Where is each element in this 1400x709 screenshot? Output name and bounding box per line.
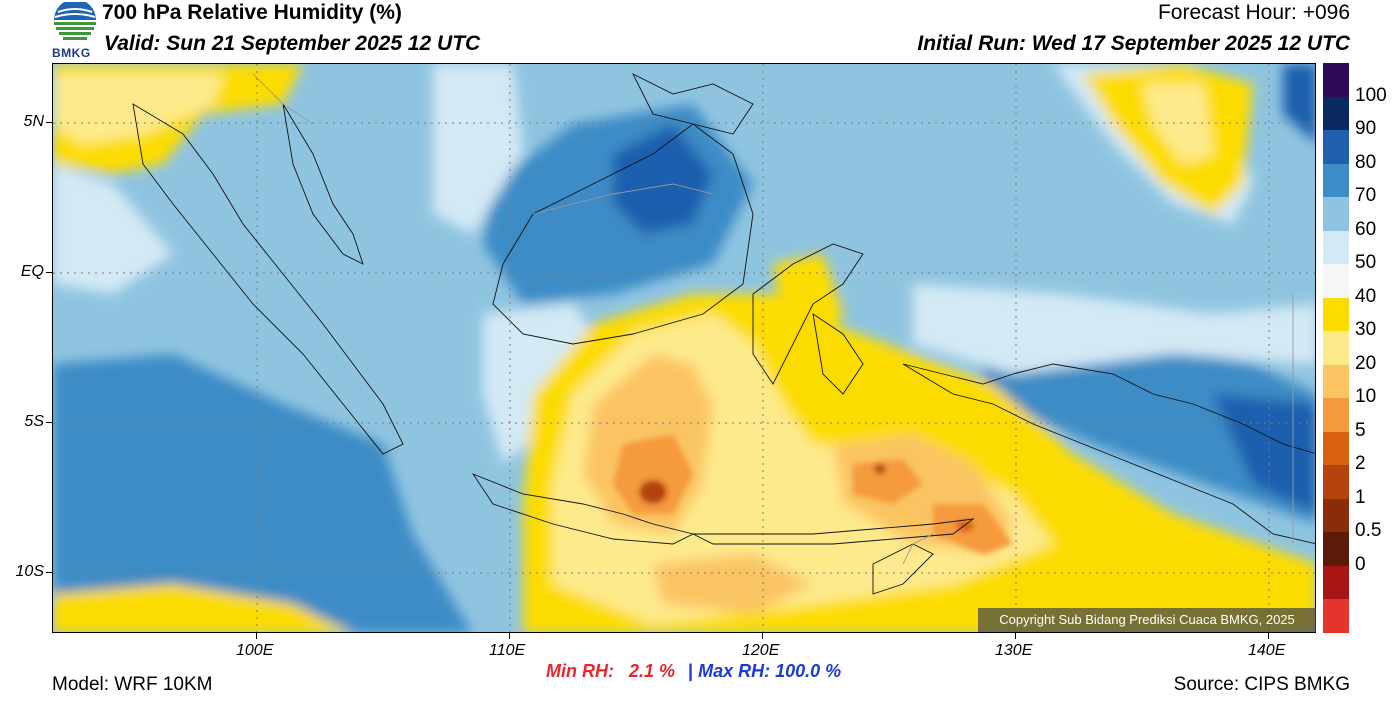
lon-label-110e: 110E xyxy=(489,642,526,659)
colorbar-segment xyxy=(1323,532,1349,567)
colorbar-segment xyxy=(1323,599,1349,634)
lon-tick xyxy=(1015,633,1016,639)
lat-tick xyxy=(46,272,52,273)
model-label: Model: WRF 10KM xyxy=(52,674,213,695)
colorbar-label: 80 xyxy=(1355,151,1377,173)
colorbar-segment xyxy=(1323,297,1349,332)
lon-tick xyxy=(509,633,510,639)
valid-time: Valid: Sun 21 September 2025 12 UTC xyxy=(104,32,481,55)
logo-text: BMKG xyxy=(52,46,91,60)
chart-title: 700 hPa Relative Humidity (%) xyxy=(102,1,402,24)
min-rh-label: Min RH: xyxy=(546,661,614,681)
colorbar-segment xyxy=(1323,96,1349,131)
colorbar-label: 30 xyxy=(1355,319,1377,341)
stats-separator: | xyxy=(688,661,694,681)
lat-label-10s: 10S xyxy=(15,563,44,580)
colorbar-segment xyxy=(1323,230,1349,265)
colorbar-segment xyxy=(1323,465,1349,500)
gridlines xyxy=(53,64,1315,632)
colorbar-label: 20 xyxy=(1355,352,1377,374)
colorbar-label: 0.5 xyxy=(1355,520,1382,542)
max-rh-label: Max RH: xyxy=(698,661,771,681)
rh-dry-cores xyxy=(613,434,1013,554)
colorbar-label: 50 xyxy=(1355,252,1377,274)
lon-tick xyxy=(1268,633,1269,639)
colorbar-segment xyxy=(1323,63,1349,98)
colorbar-segment xyxy=(1323,264,1349,299)
colorbar-label: 100 xyxy=(1355,84,1387,106)
lat-tick xyxy=(46,572,52,573)
lat-label-5s: 5S xyxy=(24,413,44,430)
lon-tick xyxy=(256,633,257,639)
initial-run: Initial Run: Wed 17 September 2025 12 UT… xyxy=(917,32,1350,55)
colorbar-segment xyxy=(1323,498,1349,533)
rh-stats: Min RH: 2.1 % | Max RH: 100.0 % xyxy=(546,661,841,682)
min-rh-value: 2.1 % xyxy=(629,661,676,681)
colorbar-segment xyxy=(1323,431,1349,466)
colorbar-label: 40 xyxy=(1355,285,1377,307)
lon-tick xyxy=(762,633,763,639)
colorbar-segment xyxy=(1323,565,1349,600)
lon-label-140e: 140E xyxy=(1248,642,1286,659)
rh-field-layers xyxy=(53,64,1315,632)
colorbar-label: 70 xyxy=(1355,185,1377,207)
lat-tick xyxy=(46,422,52,423)
colorbar-segment xyxy=(1323,331,1349,366)
colorbar-segment xyxy=(1323,364,1349,399)
lat-label-eq: EQ xyxy=(20,263,44,280)
lon-label-130e: 130E xyxy=(995,642,1033,659)
copyright-badge: Copyright Sub Bidang Prediksi Cuaca BMKG… xyxy=(978,608,1316,632)
colorbar xyxy=(1323,63,1349,634)
colorbar-label: 90 xyxy=(1355,118,1377,140)
colorbar-segment xyxy=(1323,163,1349,198)
max-rh-value: 100.0 % xyxy=(775,661,842,681)
lon-label-100e: 100E xyxy=(236,642,274,659)
colorbar-label: 0 xyxy=(1355,553,1366,575)
bmkg-logo-icon xyxy=(50,0,100,60)
borders xyxy=(252,73,1294,565)
colorbar-segment xyxy=(1323,398,1349,433)
colorbar-label: 1 xyxy=(1355,486,1366,508)
coastlines xyxy=(132,72,1315,595)
source-label: Source: CIPS BMKG xyxy=(1173,674,1350,695)
forecast-hour: Forecast Hour: +096 xyxy=(1157,1,1350,24)
colorbar-label: 10 xyxy=(1355,386,1377,408)
colorbar-label: 2 xyxy=(1355,453,1366,475)
lon-label-120e: 120E xyxy=(742,642,780,659)
lat-tick xyxy=(46,122,52,123)
colorbar-label: 5 xyxy=(1355,419,1366,441)
colorbar-segment xyxy=(1323,130,1349,165)
colorbar-label: 60 xyxy=(1355,218,1377,240)
colorbar-segment xyxy=(1323,197,1349,232)
lat-label-5n: 5N xyxy=(23,113,44,130)
humidity-map xyxy=(52,63,1316,633)
